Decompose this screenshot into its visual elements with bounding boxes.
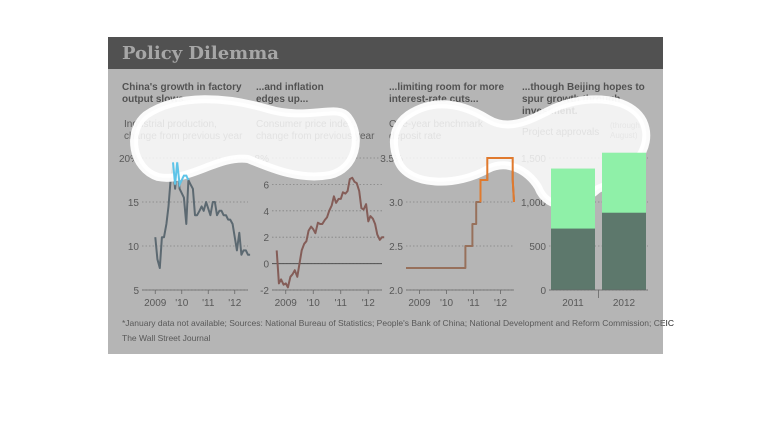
panel-heading-inflation: ...and inflation edges up... xyxy=(256,82,324,106)
panel-subhead-investment: Project approvals xyxy=(522,127,599,139)
panel-heading-production: China's growth in factory output slows..… xyxy=(122,82,242,106)
y-tick-label: 20% xyxy=(119,154,139,165)
x-tick-label: 2012 xyxy=(613,298,636,309)
subhead-line: deposit rate xyxy=(389,131,442,142)
x-tick-label: 2009 xyxy=(144,298,167,309)
x-tick-label: '10 xyxy=(175,298,188,309)
x-tick-label: 2009 xyxy=(408,298,431,309)
x-tick-label: '12 xyxy=(494,298,507,309)
bar-annotation: (through August) xyxy=(610,121,640,141)
heading-line: investment. xyxy=(522,106,578,117)
chart-title: Policy Dilemma xyxy=(122,43,279,64)
y-tick-label: 5 xyxy=(133,286,139,297)
heading-line: edges up... xyxy=(256,94,309,105)
y-tick-label: 1,000 xyxy=(521,198,546,209)
y-tick-label: 500 xyxy=(529,242,546,253)
y-tick-label: 0 xyxy=(263,260,269,271)
y-tick-label: 4 xyxy=(263,207,269,218)
panel-subhead-rates: One-year benchmark deposit rate xyxy=(389,119,483,143)
y-tick-label: 1,500 xyxy=(521,154,546,165)
panel-subhead-inflation: Consumer price index, change from previo… xyxy=(256,119,374,143)
annotation-line: August) xyxy=(610,131,638,140)
heading-line: ...and inflation xyxy=(256,82,324,93)
x-tick-label: '11 xyxy=(202,298,215,309)
annotation-line: (through xyxy=(610,121,640,130)
credit-line: The Wall Street Journal xyxy=(122,333,211,343)
x-tick-label: 2009 xyxy=(275,298,298,309)
x-tick-label: '12 xyxy=(228,298,241,309)
y-tick-label: 15 xyxy=(128,198,140,209)
y-tick-label: 2.0 xyxy=(389,286,403,297)
heading-line: spur growth through xyxy=(522,94,621,105)
y-tick-label: 2.5 xyxy=(389,242,403,253)
y-tick-label: 3.5% xyxy=(380,154,403,165)
policy-dilemma-chart: 20% 15 10 5 2009 '10 '11 '12 8% 6 4 2 0 -2 2009 '10 '11 '… xyxy=(108,37,674,354)
x-tick-label: '12 xyxy=(362,298,375,309)
y-tick-label: 0 xyxy=(540,286,546,297)
subhead-line: Industrial production, xyxy=(124,119,217,130)
heading-line: interest-rate cuts... xyxy=(389,94,479,105)
y-tick-label: 2 xyxy=(263,233,269,244)
y-tick-label: 8% xyxy=(255,154,270,165)
y-tick-label: -2 xyxy=(260,286,269,297)
y-tick-label: 3.0 xyxy=(389,198,403,209)
approval-bar xyxy=(602,152,646,290)
heading-line: ...limiting room for more xyxy=(389,82,505,93)
panel-heading-investment: ...though Beijing hopes to spur growth t… xyxy=(522,82,645,118)
approval-bar xyxy=(551,168,595,290)
x-tick-label: '11 xyxy=(467,298,480,309)
subhead-line: change from previous year xyxy=(256,131,375,142)
subhead-line: change from previous year xyxy=(124,131,243,142)
subhead-line: One-year benchmark xyxy=(389,119,483,130)
heading-line: ...though Beijing hopes to xyxy=(522,82,645,93)
source-note: *January data not available; Sources: Na… xyxy=(122,318,675,328)
y-tick-label: 6 xyxy=(263,180,269,191)
panel-subhead-production: Industrial production, change from previ… xyxy=(124,119,242,143)
x-tick-label: '10 xyxy=(307,298,320,309)
heading-line: China's growth in factory xyxy=(122,82,242,93)
subhead-line: Consumer price index, xyxy=(256,119,357,130)
x-tick-label: 2011 xyxy=(562,298,584,309)
x-tick-label: '11 xyxy=(335,298,348,309)
heading-line: output slows... xyxy=(122,94,192,105)
subhead-line: Project approvals xyxy=(522,127,600,138)
y-tick-label: 10 xyxy=(128,242,140,253)
panel-heading-rates: ...limiting room for more interest-rate … xyxy=(389,82,504,106)
x-tick-label: '10 xyxy=(440,298,453,309)
